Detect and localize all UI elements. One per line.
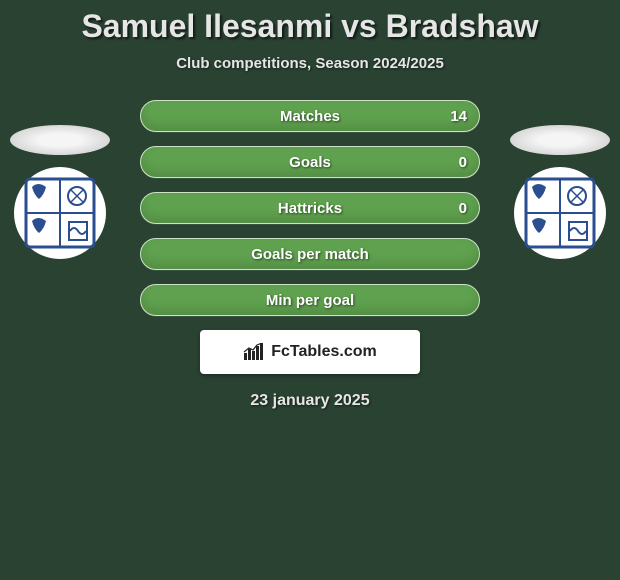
avatar-placeholder-right	[510, 125, 610, 155]
page-title: Samuel Ilesanmi vs Bradshaw	[0, 0, 620, 45]
stat-label: Hattricks	[141, 193, 479, 223]
stat-row: Goals per match	[140, 238, 480, 270]
stat-value-right	[455, 239, 479, 269]
stat-label: Goals per match	[141, 239, 479, 269]
stat-row: Min per goal	[140, 284, 480, 316]
brand-text: FcTables.com	[271, 343, 377, 361]
player-right-badge	[510, 125, 610, 259]
stat-row: Goals 0	[140, 146, 480, 178]
stat-value-right: 0	[447, 193, 479, 223]
brand-badge: FcTables.com	[200, 330, 420, 374]
stat-value-right: 14	[438, 101, 479, 131]
stat-value-right: 0	[447, 147, 479, 177]
stats-container: Matches 14 Goals 0 Hattricks 0 Goals per…	[140, 100, 480, 316]
stat-row: Hattricks 0	[140, 192, 480, 224]
club-crest-left	[14, 167, 106, 259]
player-left-badge	[10, 125, 110, 259]
stat-label: Goals	[141, 147, 479, 177]
stat-value-right	[455, 285, 479, 315]
stat-row: Matches 14	[140, 100, 480, 132]
stat-label: Min per goal	[141, 285, 479, 315]
stat-label: Matches	[141, 101, 479, 131]
page-subtitle: Club competitions, Season 2024/2025	[0, 55, 620, 72]
chart-bars-icon	[243, 343, 265, 361]
date-text: 23 january 2025	[0, 392, 620, 410]
club-crest-right	[514, 167, 606, 259]
avatar-placeholder-left	[10, 125, 110, 155]
